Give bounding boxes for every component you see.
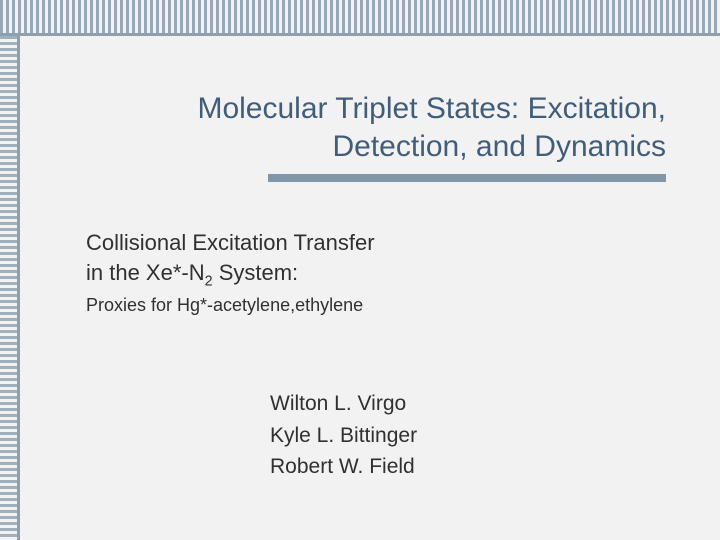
side-decorative-band (0, 0, 20, 540)
slide-subtitle: Collisional Excitation Transfer in the X… (86, 228, 375, 318)
title-line-1: Molecular Triplet States: Excitation, (197, 92, 666, 125)
subtitle-line-3: Proxies for Hg*-acetylene,ethylene (86, 293, 375, 317)
slide-title: Molecular Triplet States: Excitation, De… (70, 90, 666, 165)
subtitle-line-2-prefix: in the Xe*-N (86, 260, 205, 285)
authors-block: Wilton L. Virgo Kyle L. Bittinger Robert… (270, 388, 417, 483)
author-2: Kyle L. Bittinger (270, 420, 417, 452)
author-1: Wilton L. Virgo (270, 388, 417, 420)
title-underline (268, 174, 666, 182)
subtitle-line-2-subscript: 2 (205, 273, 213, 289)
subtitle-line-2-suffix: System: (213, 260, 299, 285)
top-decorative-band (0, 0, 720, 36)
title-line-2: Detection, and Dynamics (333, 130, 667, 163)
subtitle-line-2: in the Xe*-N2 System: (86, 258, 375, 292)
subtitle-line-1: Collisional Excitation Transfer (86, 228, 375, 258)
author-3: Robert W. Field (270, 451, 417, 483)
slide: Molecular Triplet States: Excitation, De… (0, 0, 720, 540)
